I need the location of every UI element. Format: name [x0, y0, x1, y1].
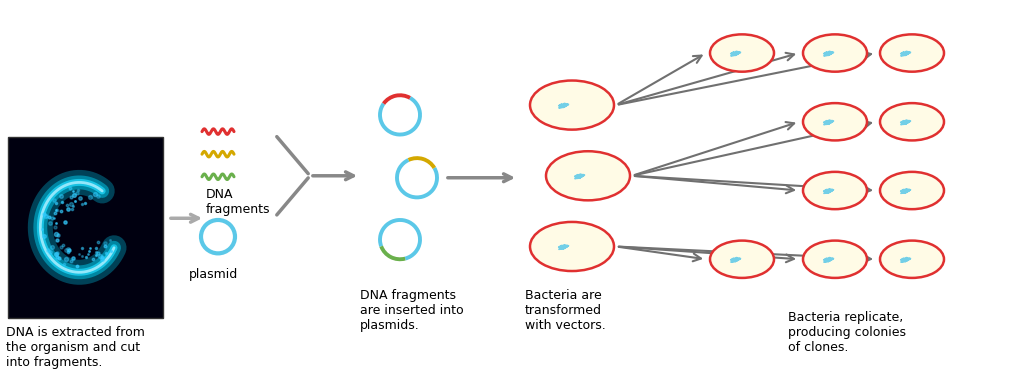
Ellipse shape — [880, 172, 944, 209]
Ellipse shape — [880, 241, 944, 278]
Ellipse shape — [880, 103, 944, 141]
Text: DNA is extracted from
the organism and cut
into fragments.: DNA is extracted from the organism and c… — [6, 326, 144, 369]
Ellipse shape — [530, 222, 614, 271]
FancyBboxPatch shape — [8, 136, 163, 318]
Ellipse shape — [803, 103, 867, 141]
Text: DNA
fragments: DNA fragments — [206, 188, 270, 216]
Text: Bacteria are
transformed
with vectors.: Bacteria are transformed with vectors. — [525, 289, 606, 332]
Ellipse shape — [803, 172, 867, 209]
Ellipse shape — [803, 241, 867, 278]
Text: Bacteria replicate,
producing colonies
of clones.: Bacteria replicate, producing colonies o… — [788, 311, 906, 354]
Text: plasmid: plasmid — [188, 268, 238, 281]
Ellipse shape — [880, 34, 944, 72]
Ellipse shape — [710, 241, 774, 278]
Ellipse shape — [546, 151, 630, 200]
Text: DNA fragments
are inserted into
plasmids.: DNA fragments are inserted into plasmids… — [360, 289, 464, 332]
Ellipse shape — [530, 80, 614, 130]
Ellipse shape — [710, 34, 774, 72]
Ellipse shape — [803, 34, 867, 72]
